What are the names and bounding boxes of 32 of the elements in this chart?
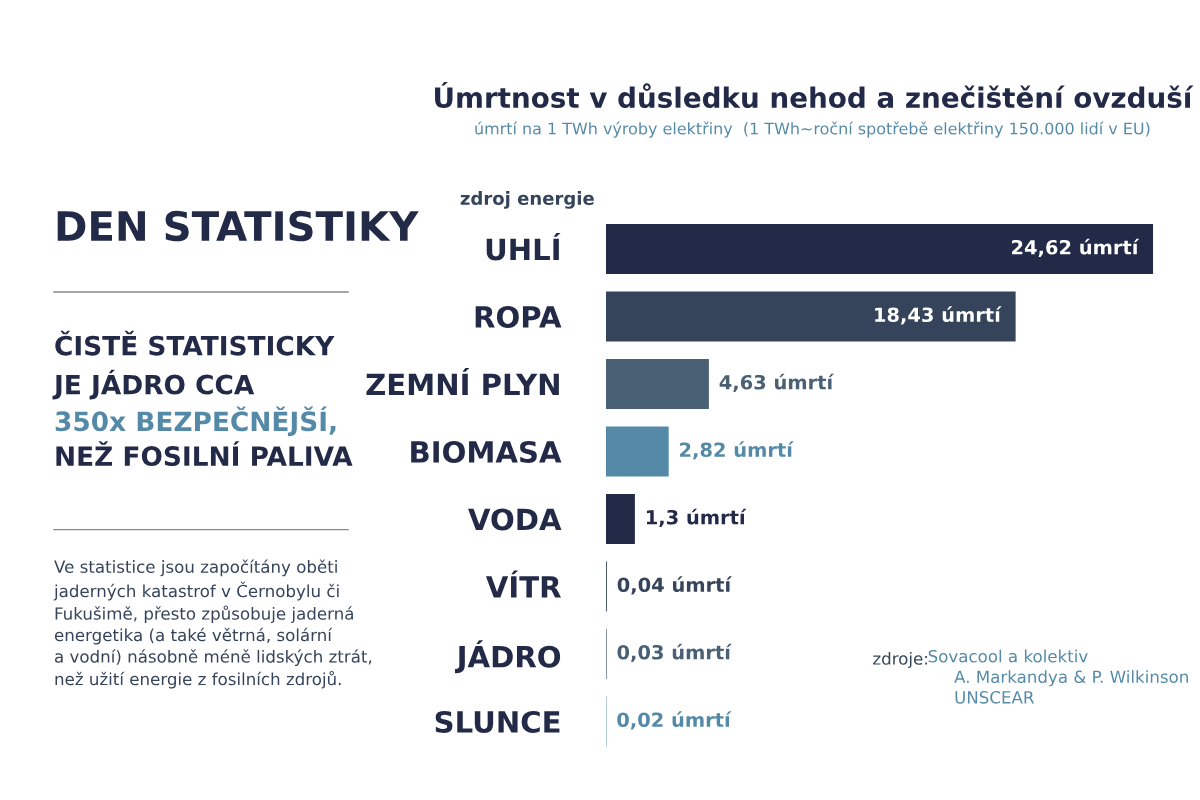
annotation: Sovacool a kolektiv A. Markandya & P. Wilkinson UNSCEAR xyxy=(928,649,1188,704)
data-label: 2,82 úmrtí xyxy=(680,441,794,460)
data-label: 0,03 úmrtí xyxy=(617,643,732,663)
y-tick-label: JÁDRO xyxy=(455,640,561,674)
text: ČISTĚ STATISTICKY xyxy=(55,330,335,356)
data-label: 4,63 úmrtí xyxy=(719,373,834,393)
text: 350x BEZPEČNĚJŠÍ, xyxy=(55,406,336,437)
bar xyxy=(606,291,1016,342)
y-tick-label: SLUNCE xyxy=(435,710,560,733)
chart-title: Úmrtnost v důsledku nehod a znečištění ovzduší xyxy=(435,81,1194,109)
data-label: 0,02 úmrtí xyxy=(617,711,732,730)
y-tick-label: BIOMASA xyxy=(411,440,562,463)
chart-subtitle: úmrtí na 1 TWh výroby elektřiny (1 TWh~roční spotřebě elektřiny 150.000 lidí v EU) xyxy=(475,121,1150,138)
data-label: 1,3 úmrtí xyxy=(646,508,747,528)
text: JE JÁDRO CCA xyxy=(52,369,255,400)
bar xyxy=(606,493,635,544)
bar xyxy=(606,358,709,409)
bar xyxy=(606,223,1154,274)
text: DEN STATISTIKY xyxy=(57,210,419,242)
y-axis-title: zdroj energie xyxy=(460,191,594,209)
y-tick-label: UHLÍ xyxy=(486,233,561,261)
annotation: zdroje: xyxy=(873,651,927,669)
data-label: 0,04 úmrtí xyxy=(617,576,732,595)
data-label: 24,62 úmrtí xyxy=(1012,238,1140,258)
y-tick-label: VÍTR xyxy=(485,570,561,598)
bar xyxy=(606,426,669,477)
y-tick-label: ZEMNÍ PLYN xyxy=(366,368,559,396)
data-label: 18,43 úmrtí xyxy=(875,306,1002,325)
text: Ve statistice jsou započítány oběti jaderných katastrof v Černobylu či Fukušimě, přesto způsobuje jaderná energetika (a také větrná, solární a vodní) násobně méně lidských ztrát, než užití energie z fosilních zdrojů. xyxy=(53,559,372,689)
y-tick-label: VODA xyxy=(468,508,562,531)
y-tick-label: ROPA xyxy=(475,305,562,328)
text: NEŽ FOSILNÍ PALIVA xyxy=(56,441,353,467)
